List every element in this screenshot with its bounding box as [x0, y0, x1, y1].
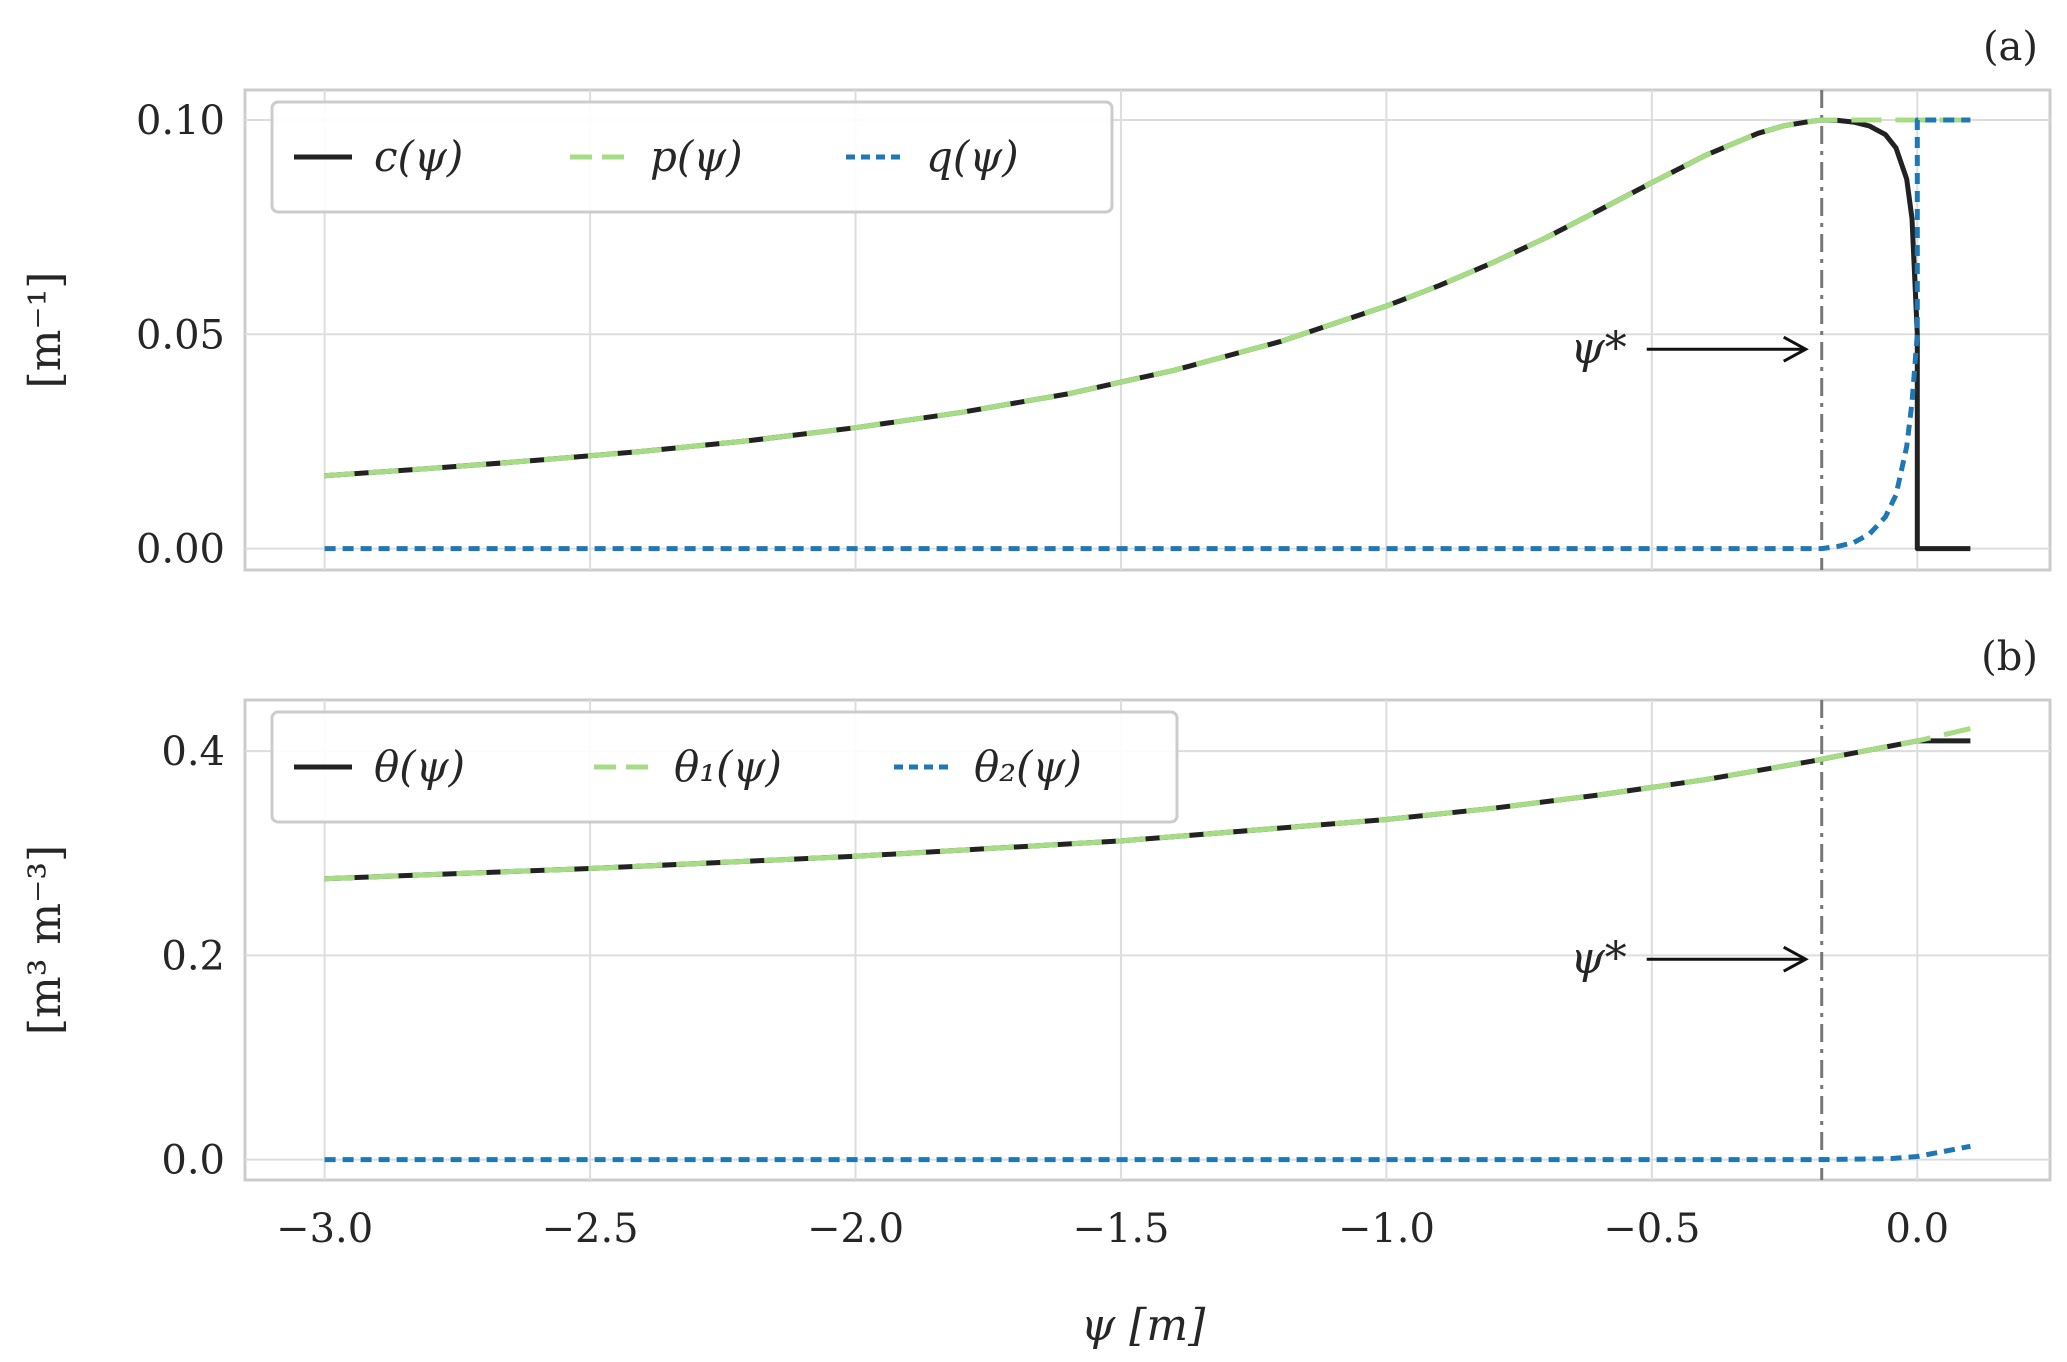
annotation-arrowhead — [1783, 335, 1809, 363]
series-line — [324, 1143, 1971, 1163]
legend-label: q(ψ) — [926, 132, 1019, 181]
panel-label: (b) — [1981, 634, 2038, 680]
y-tick-label: 0.4 — [161, 729, 225, 775]
y-axis-label: [m⁻¹] — [20, 272, 71, 389]
legend-label: p(ψ) — [650, 132, 743, 181]
panel-a: 0.00 0.05 0.10 [m⁻¹] (a) ψ* c(ψ) p(ψ) q(ψ) — [20, 24, 2052, 573]
x-axis-label: ψ [m] — [1081, 1300, 1206, 1351]
legend-box — [270, 710, 1179, 824]
y-tick-label: 0.10 — [136, 98, 225, 144]
x-tick-label: −3.0 — [276, 1206, 373, 1252]
x-tick-label: −1.5 — [1072, 1206, 1169, 1252]
legend-box — [270, 100, 1114, 214]
y-tick-label: 0.05 — [136, 312, 225, 358]
series-line — [324, 726, 1971, 882]
x-tick-label: 0.0 — [1885, 1206, 1949, 1252]
panel-label: (a) — [1983, 24, 2038, 70]
y-axis-label: [m³ m⁻³] — [20, 845, 71, 1035]
annotation-label: ψ* — [1570, 933, 1627, 984]
y-tick-label: 0.2 — [161, 933, 225, 979]
legend-label: θ(ψ) — [374, 742, 465, 791]
annotation-arrowhead — [1783, 945, 1809, 973]
annotation-label: ψ* — [1570, 323, 1627, 374]
y-tick-label: 0.0 — [161, 1138, 225, 1184]
x-tick-label: −1.0 — [1338, 1206, 1435, 1252]
series-line — [324, 117, 1971, 479]
y-tick-label: 0.00 — [136, 527, 225, 573]
legend-label: θ₂(ψ) — [974, 742, 1082, 791]
panel-b: 0.0 0.2 0.4 −3.0 −2.5 −2.0 −1.5 −1.0 −0.5 0.0 [m³ … — [20, 634, 2052, 1252]
legend-label: c(ψ) — [374, 132, 463, 181]
x-tick-label: −2.5 — [542, 1206, 639, 1252]
x-tick-label: −2.0 — [807, 1206, 904, 1252]
x-tick-label: −0.5 — [1603, 1206, 1700, 1252]
legend-label: θ₁(ψ) — [674, 742, 782, 791]
